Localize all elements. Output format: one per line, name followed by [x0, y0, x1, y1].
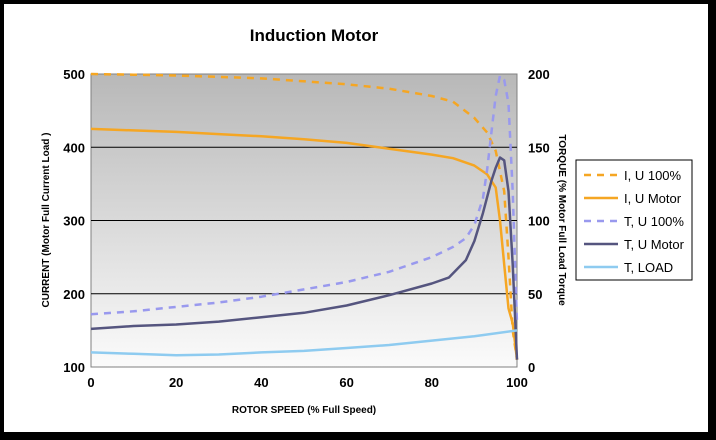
legend-label: T, LOAD: [624, 260, 673, 275]
y-right-tick-label: 150: [528, 140, 550, 155]
x-tick-label: 20: [169, 375, 183, 390]
y-right-tick-labels: 0 50 100 150 200: [528, 67, 550, 375]
series-lines: [90, 72, 519, 360]
x-tick-label: 60: [339, 375, 353, 390]
y-left-tick-label: 300: [63, 214, 85, 229]
y-left-tick-label: 500: [63, 67, 85, 82]
x-tick-label: 100: [506, 375, 528, 390]
y-right-tick-label: 100: [528, 214, 550, 229]
y-left-tick-label: 200: [63, 287, 85, 302]
chart-title: Induction Motor: [250, 26, 379, 45]
chart-frame: Induction Motor 0 20 40 60 80 100 100 200 300 40…: [2, 2, 710, 434]
legend-box: [575, 159, 693, 281]
legend-label: I, U 100%: [624, 168, 682, 183]
x-tick-label: 0: [87, 375, 94, 390]
legend: I, U 100% I, U Motor T, U 100% T, U Motor T,…: [575, 159, 693, 281]
x-axis-label: ROTOR SPEED (% Full Speed): [232, 405, 376, 416]
legend-label: I, U Motor: [624, 191, 682, 206]
series-line-1: [90, 127, 519, 360]
y-left-axis-label: CURRENT (Motor Full Current Load ): [41, 133, 52, 308]
series-line-0: [90, 72, 519, 360]
x-tick-label: 40: [254, 375, 268, 390]
x-tick-labels: 0 20 40 60 80 100: [87, 375, 527, 390]
y-right-tick-label: 50: [528, 287, 542, 302]
y-left-tick-label: 400: [63, 140, 85, 155]
series-line-4: [90, 329, 518, 357]
y-right-axis-label: TORQUE (% Motor Full Load Torque: [556, 134, 567, 306]
y-left-tick-labels: 100 200 300 400 500: [63, 67, 85, 375]
y-left-tick-label: 100: [63, 360, 85, 375]
y-right-tick-label: 200: [528, 67, 550, 82]
x-tick-label: 80: [425, 375, 439, 390]
legend-label: T, U 100%: [624, 214, 684, 229]
legend-label: T, U Motor: [624, 237, 685, 252]
series-line-3: [90, 156, 519, 360]
y-right-tick-label: 0: [528, 360, 535, 375]
gridlines: [91, 146, 517, 295]
chart: Induction Motor 0 20 40 60 80 100 100 200 300 40…: [41, 26, 693, 416]
